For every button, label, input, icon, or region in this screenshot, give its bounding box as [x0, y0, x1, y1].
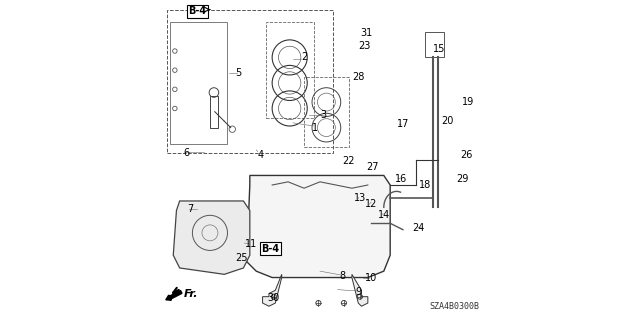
- Text: 29: 29: [456, 174, 468, 184]
- Polygon shape: [262, 274, 282, 306]
- Text: 9: 9: [355, 287, 362, 297]
- Text: B-4: B-4: [188, 6, 206, 16]
- Text: SZA4B0300B: SZA4B0300B: [429, 302, 479, 311]
- Text: 17: 17: [397, 119, 409, 130]
- Text: 14: 14: [378, 210, 390, 220]
- Text: 20: 20: [442, 116, 454, 126]
- Text: 28: 28: [352, 71, 364, 82]
- Polygon shape: [246, 175, 390, 278]
- Text: 19: 19: [462, 97, 474, 107]
- Polygon shape: [352, 274, 368, 306]
- Bar: [425, 32, 444, 57]
- Text: 23: 23: [358, 41, 371, 51]
- Text: 13: 13: [354, 193, 366, 203]
- Text: 12: 12: [365, 199, 377, 209]
- Text: 16: 16: [396, 174, 408, 184]
- Text: 2: 2: [301, 52, 307, 63]
- Text: 1: 1: [312, 122, 318, 133]
- Text: 10: 10: [365, 272, 377, 283]
- Polygon shape: [173, 201, 250, 274]
- Bar: [167, 10, 333, 153]
- Text: 24: 24: [413, 223, 425, 233]
- Text: 7: 7: [188, 204, 194, 214]
- FancyArrow shape: [166, 291, 182, 300]
- Text: 25: 25: [236, 253, 248, 263]
- Text: Fr.: Fr.: [184, 289, 198, 299]
- Bar: [266, 22, 314, 118]
- Bar: [210, 96, 218, 128]
- Text: 31: 31: [360, 28, 372, 39]
- Text: 27: 27: [366, 162, 379, 173]
- Text: 11: 11: [245, 239, 257, 249]
- Text: 4: 4: [258, 150, 264, 160]
- Text: 8: 8: [339, 271, 346, 281]
- Text: B-4: B-4: [262, 244, 280, 254]
- Text: 5: 5: [236, 68, 242, 78]
- Text: 15: 15: [433, 44, 446, 55]
- Bar: [170, 22, 227, 144]
- Text: 18: 18: [419, 180, 431, 190]
- Text: 30: 30: [268, 293, 280, 303]
- Text: 26: 26: [461, 150, 473, 160]
- Text: 6: 6: [183, 148, 189, 158]
- Text: 3: 3: [320, 110, 326, 120]
- Text: 22: 22: [342, 156, 355, 166]
- Bar: [304, 77, 349, 147]
